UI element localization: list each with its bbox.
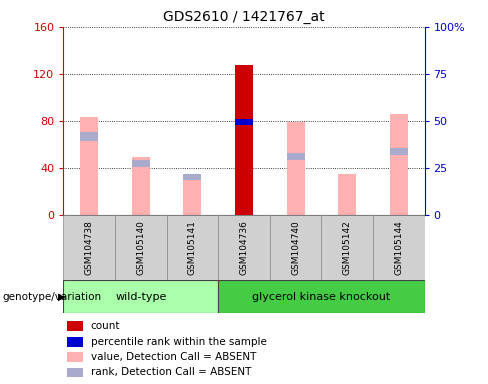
Bar [270,215,322,280]
Bar [286,153,305,160]
Bar [63,215,115,280]
Text: percentile rank within the sample: percentile rank within the sample [91,337,266,347]
Bar [63,280,218,313]
Title: GDS2610 / 1421767_at: GDS2610 / 1421767_at [163,10,325,25]
Bar [115,215,166,280]
Text: ▶: ▶ [58,291,65,302]
Bar [67,337,83,347]
Bar [235,65,253,215]
Bar [218,215,270,280]
Bar [322,215,373,280]
Text: GSM104736: GSM104736 [240,220,248,275]
Bar [373,215,425,280]
Text: GSM105142: GSM105142 [343,220,352,275]
Bar [67,321,83,331]
Text: GSM105140: GSM105140 [136,220,145,275]
Bar [67,352,83,362]
Text: count: count [91,321,120,331]
Bar [390,148,408,155]
Bar [338,174,356,215]
Bar [235,119,253,125]
Bar [166,215,218,280]
Bar [67,367,83,377]
Text: GSM104740: GSM104740 [291,220,300,275]
Bar [286,122,305,215]
Text: glycerol kinase knockout: glycerol kinase knockout [252,291,390,302]
Bar [132,157,150,215]
Text: rank, Detection Call = ABSENT: rank, Detection Call = ABSENT [91,367,251,377]
Bar [80,118,98,215]
Text: wild-type: wild-type [115,291,166,302]
Text: GSM105144: GSM105144 [394,220,403,275]
Text: genotype/variation: genotype/variation [2,291,102,302]
Bar [183,174,202,180]
Bar [390,114,408,215]
Text: value, Detection Call = ABSENT: value, Detection Call = ABSENT [91,352,256,362]
Bar [183,180,202,215]
Text: GSM105141: GSM105141 [188,220,197,275]
Text: GSM104738: GSM104738 [85,220,94,275]
Bar [80,132,98,141]
Bar [132,160,150,167]
Bar [218,280,425,313]
